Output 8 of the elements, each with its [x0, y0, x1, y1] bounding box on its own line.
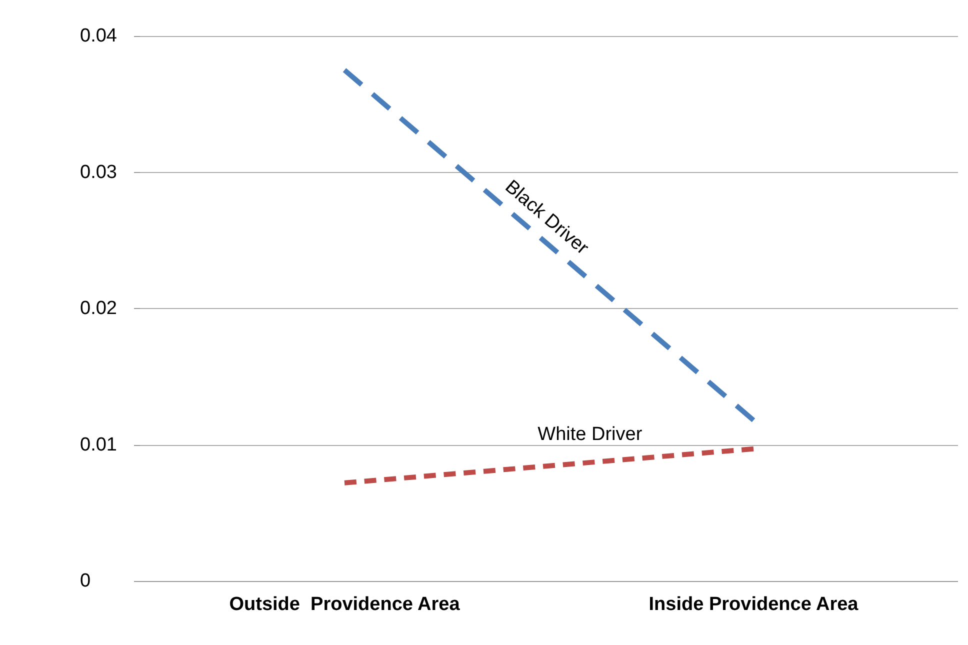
series-label: White Driver — [538, 424, 643, 445]
y-tick-label: 0.02 — [80, 298, 117, 319]
y-tick-label: 0.01 — [80, 434, 117, 456]
y-tick-label: 0 — [80, 570, 91, 592]
y-tick-label: 0.04 — [80, 26, 118, 46]
x-tick-label: Inside Providence Area — [648, 594, 859, 615]
y-tick-label: 0.03 — [80, 162, 117, 183]
x-tick-label: Outside Providence Area — [229, 594, 460, 615]
